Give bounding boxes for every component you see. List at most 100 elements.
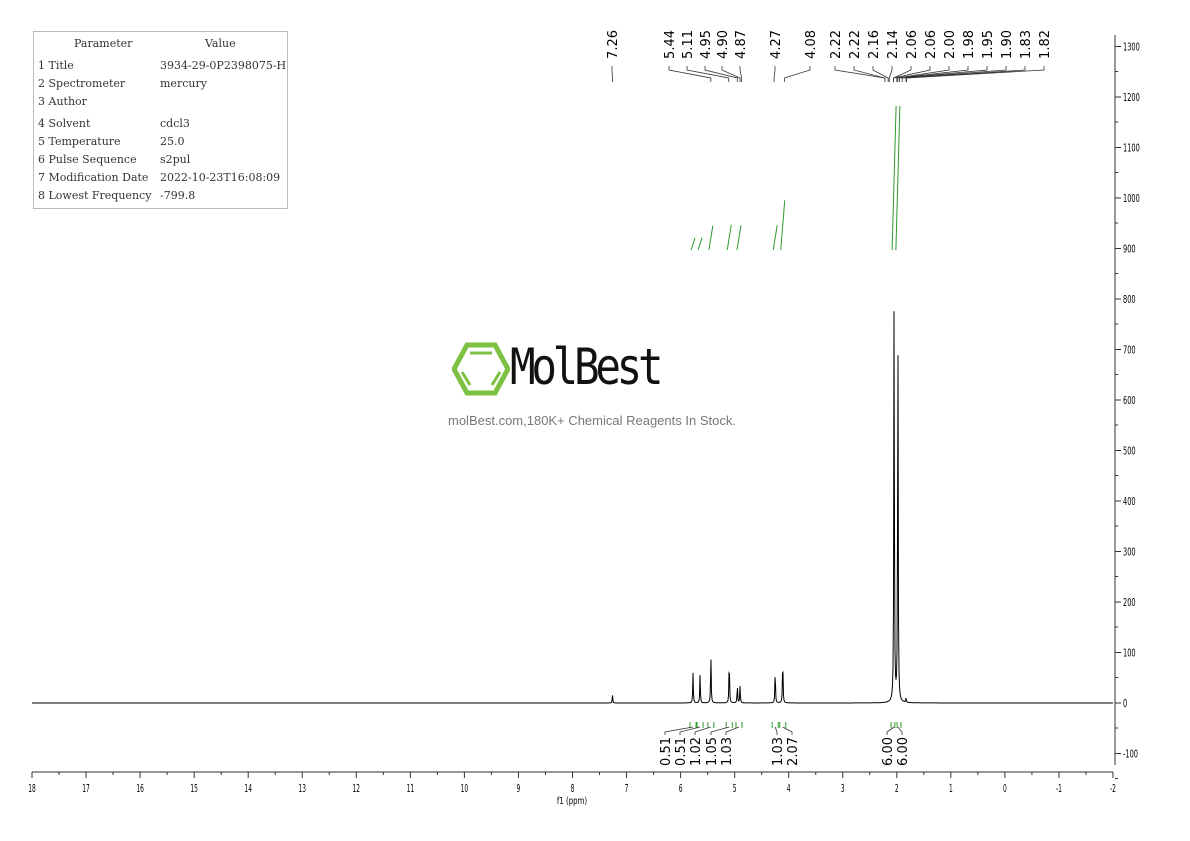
- x-tick-label: 12: [353, 784, 361, 796]
- param-label: 8 Lowest Frequency: [38, 189, 152, 202]
- param-label: 1 Title: [38, 59, 74, 72]
- x-tick-label: 10: [461, 784, 469, 796]
- peak-label: 4.08: [804, 30, 819, 59]
- integral-curve: [726, 224, 732, 251]
- param-label: 3 Author: [38, 95, 87, 108]
- peak-label: 2.14: [886, 30, 901, 59]
- integral-connector: [679, 726, 701, 735]
- integral-label: 1.03: [771, 737, 786, 766]
- y-tick-label: 600: [1123, 396, 1136, 408]
- param-label: 6 Pulse Sequence: [38, 153, 137, 166]
- param-label: 4 Solvent: [38, 117, 91, 130]
- param-header: Parameter: [74, 37, 133, 50]
- integral-connector: [694, 726, 711, 735]
- x-tick-label: 3: [841, 784, 845, 796]
- peak-label-connector: [668, 66, 712, 82]
- y-tick-label: 1200: [1123, 93, 1140, 105]
- y-tick-label: 800: [1123, 295, 1136, 307]
- peak-label: 2.00: [943, 30, 958, 59]
- x-tick-label: 8: [571, 784, 575, 796]
- y-tick-label: 1300: [1123, 42, 1140, 54]
- param-value: cdcl3: [160, 117, 190, 130]
- integral-curve: [697, 237, 703, 251]
- y-tick-label: -100: [1123, 749, 1138, 761]
- peak-label: 1.98: [962, 30, 977, 59]
- peak-label: 1.83: [1019, 30, 1034, 59]
- x-tick-label: 14: [244, 784, 252, 796]
- param-value: -799.8: [160, 189, 196, 202]
- peak-label: 2.06: [924, 30, 939, 59]
- peak-label-connector: [905, 66, 1026, 82]
- integral-curve: [708, 225, 714, 251]
- peak-label-connector: [783, 66, 811, 82]
- peak-label: 2.06: [905, 30, 920, 59]
- peak-label: 1.95: [981, 30, 996, 59]
- spectrum-line: [32, 311, 1113, 704]
- x-tick-label: 5: [733, 784, 737, 796]
- logo-brand-text: MolBest: [510, 338, 664, 396]
- y-tick-label: 400: [1123, 497, 1136, 509]
- param-value: 2022-10-23T16:08:09: [160, 171, 281, 184]
- y-tick-label: 1100: [1123, 143, 1140, 155]
- peak-label-connector: [773, 66, 776, 82]
- integral-curve: [895, 105, 901, 251]
- integral-label: 0.51: [659, 737, 674, 766]
- param-label: 2 Spectrometer: [38, 77, 126, 90]
- x-tick-label: 16: [136, 784, 144, 796]
- integral-connector: [710, 726, 730, 735]
- x-tick-label: 17: [82, 784, 90, 796]
- peak-label-connector: [853, 66, 886, 82]
- x-tick-label: -1: [1056, 784, 1062, 796]
- integral-curve: [891, 105, 897, 251]
- x-tick-label: 2: [895, 784, 899, 796]
- molbest-logo: MolBest: [452, 338, 672, 400]
- x-tick-label: 13: [298, 784, 306, 796]
- integral-label: 6.00: [881, 737, 896, 766]
- peak-label: 5.44: [663, 30, 678, 59]
- x-tick-label: -2: [1110, 784, 1116, 796]
- integral-label: 6.00: [896, 737, 911, 766]
- peak-label-connector: [897, 66, 969, 82]
- y-tick-label: 0: [1123, 699, 1127, 711]
- x-tick-label: 18: [28, 784, 36, 796]
- integral-label: 1.02: [689, 737, 704, 766]
- parameter-table: Parameter Value 1 Title 3934-29-0P2398075…: [33, 31, 288, 209]
- peak-label-connector: [906, 66, 1045, 82]
- y-tick-label: 700: [1123, 345, 1136, 357]
- x-tick-label: 9: [517, 784, 521, 796]
- value-header: Value: [205, 37, 236, 50]
- integral-label: 2.07: [786, 737, 801, 766]
- y-tick-label: 900: [1123, 244, 1136, 256]
- peak-label: 2.22: [848, 30, 863, 59]
- param-value: 3934-29-0P2398075-H: [160, 59, 287, 72]
- peak-label-connector: [896, 66, 950, 82]
- integral-connector: [897, 726, 903, 735]
- watermark-tagline: molBest.com,180K+ Chemical Reagents In S…: [448, 413, 736, 428]
- peak-label: 4.95: [699, 30, 714, 59]
- x-tick-label: 4: [787, 784, 791, 796]
- integral-label: 1.03: [720, 737, 735, 766]
- peak-label-connector: [834, 66, 886, 82]
- peak-label: 4.87: [734, 30, 749, 59]
- peak-label-connector: [704, 66, 738, 82]
- x-tick-label: 7: [625, 784, 629, 796]
- integral-curve: [690, 237, 696, 251]
- peak-label: 4.27: [769, 30, 784, 59]
- param-label: 7 Modification Date: [38, 171, 149, 184]
- integral-curve: [772, 225, 778, 251]
- peak-label: 2.22: [829, 30, 844, 59]
- peak-label: 1.82: [1038, 30, 1053, 59]
- integral-curve: [736, 225, 742, 251]
- peak-label-connector: [686, 66, 730, 82]
- peak-label-connector: [739, 66, 743, 82]
- x-tick-label: 0: [1003, 784, 1007, 796]
- peak-label: 2.16: [867, 30, 882, 59]
- param-value: 25.0: [160, 135, 185, 148]
- peak-label-connector: [721, 66, 741, 82]
- y-tick-label: 1000: [1123, 194, 1140, 206]
- peak-label: 5.11: [681, 30, 696, 59]
- peak-label-connector: [893, 66, 931, 82]
- x-tick-label: 15: [190, 784, 198, 796]
- x-tick-label: 6: [679, 784, 683, 796]
